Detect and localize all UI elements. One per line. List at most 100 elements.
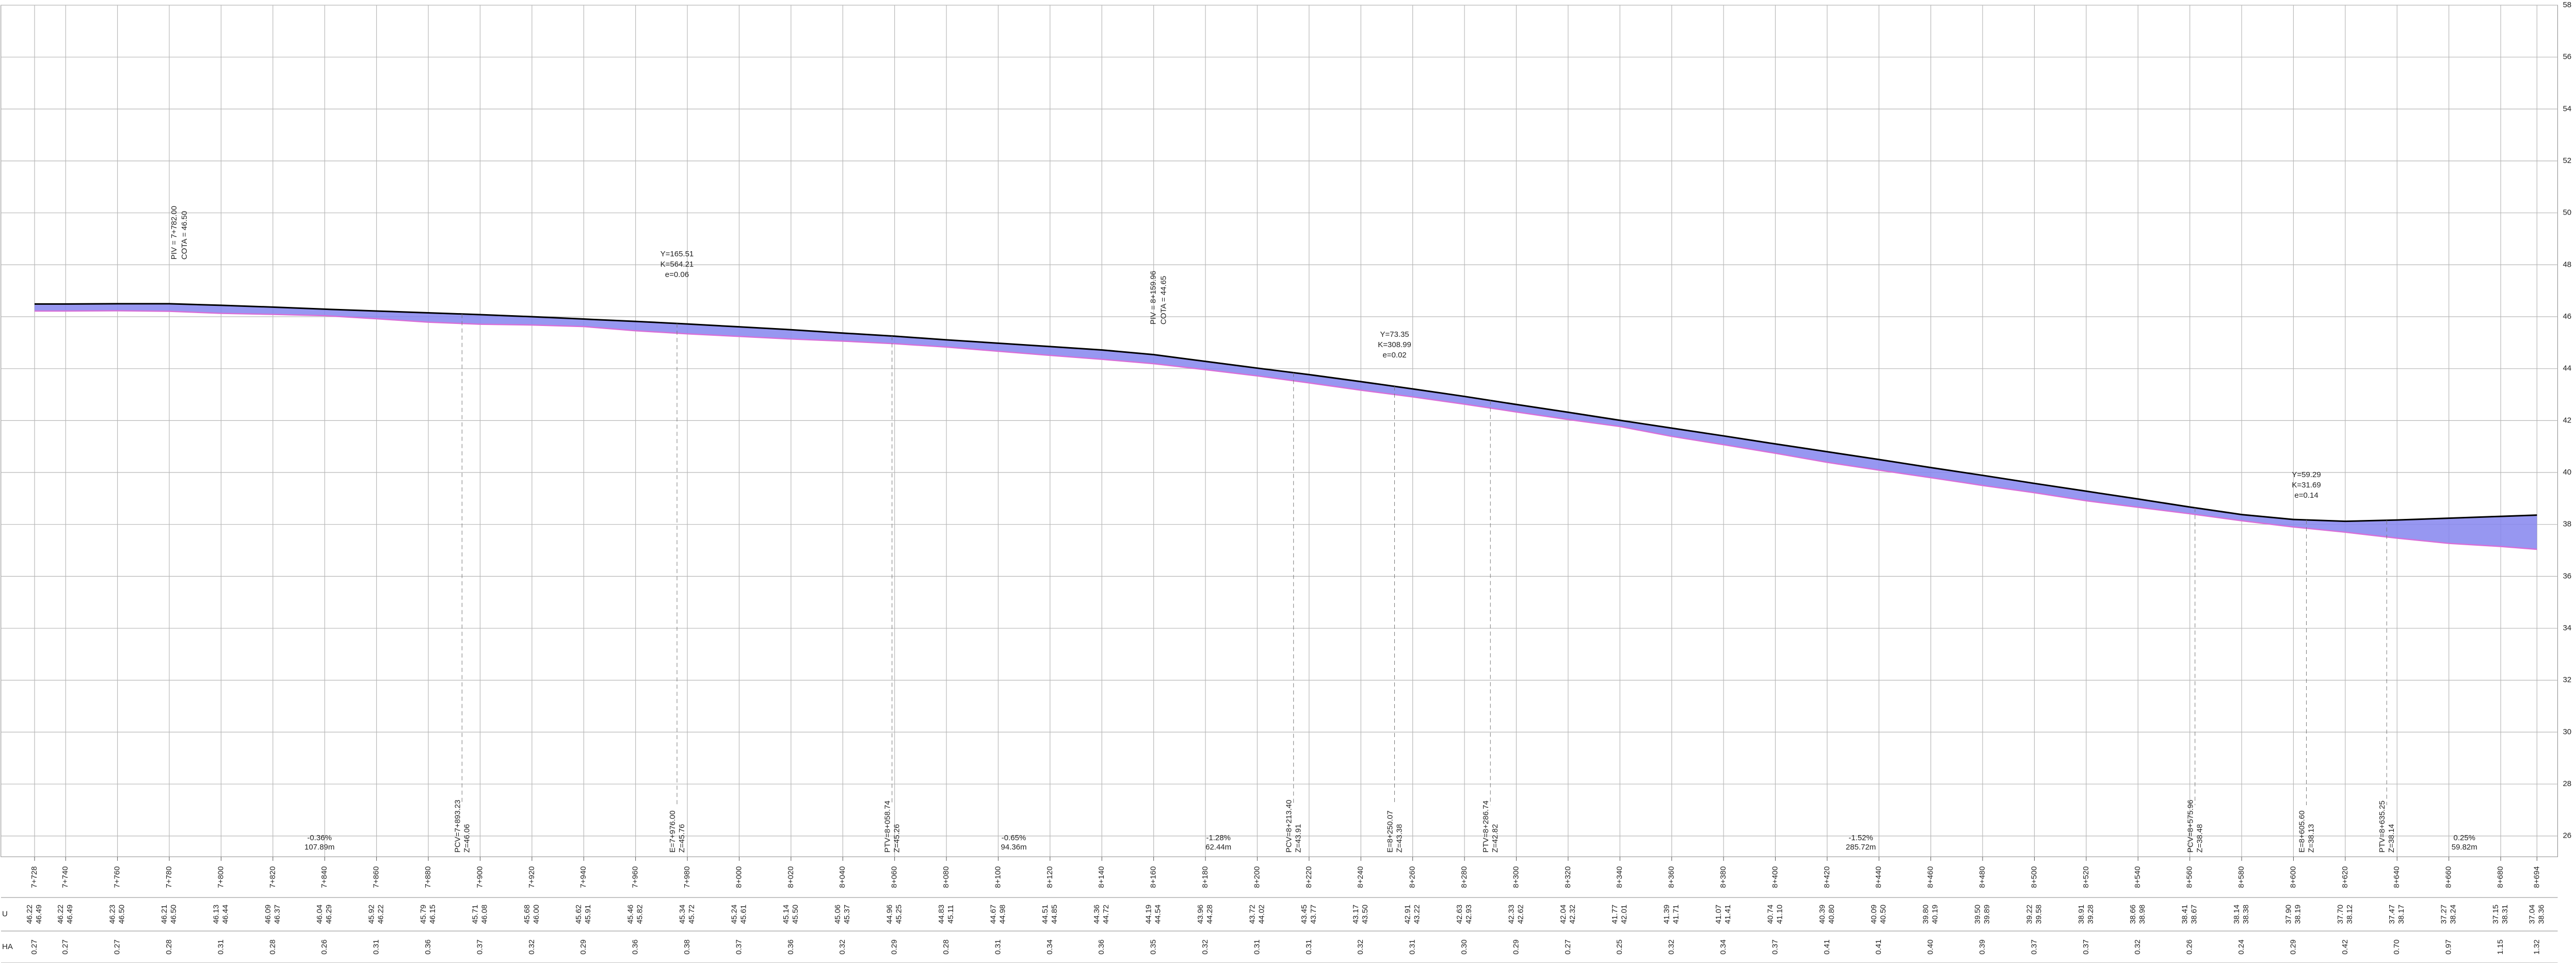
curve-label: e=0.14: [2294, 491, 2318, 500]
elevation-label: 39.50: [1973, 905, 1982, 924]
height-label: 0.31: [372, 939, 381, 954]
elevation-label: 39.58: [2034, 905, 2043, 924]
elevation-label: 45.11: [946, 905, 955, 923]
elevation-label: 39.89: [1983, 905, 1991, 924]
marker-label: PTV=8+635.25: [2378, 801, 2387, 853]
marker-label: E=8+605.60: [2298, 810, 2307, 853]
elevation-label: 44.19: [1145, 905, 1153, 924]
station-label: 7+860: [372, 866, 381, 888]
elevation-label: 37.90: [2284, 905, 2293, 924]
elevation-label: 46.29: [325, 905, 333, 924]
station-label: 8+660: [2444, 866, 2453, 888]
marker-label: Z=38.48: [2196, 824, 2204, 853]
height-label: 0.31: [1252, 939, 1261, 954]
station-label: 7+880: [424, 866, 432, 888]
height-label: 0.32: [527, 939, 536, 954]
piv-label: PIV = 8+159.96: [1149, 271, 1158, 324]
elevation-label: 38.38: [2242, 905, 2250, 924]
elevation-label: 37.04: [2527, 905, 2536, 924]
y-tick-label-right: 40: [2563, 468, 2571, 477]
elevation-label: 46.37: [273, 905, 282, 924]
curve-label: e=0.06: [665, 270, 689, 279]
height-label: 1.15: [2496, 939, 2505, 954]
elevation-label: 44.83: [937, 905, 946, 924]
height-label: 0.28: [165, 939, 173, 954]
height-label: 0.24: [2237, 939, 2246, 954]
height-label: 0.32: [838, 939, 847, 954]
marker-label: E=7+976.00: [668, 810, 677, 853]
elevation-label: 39.28: [2086, 905, 2095, 924]
marker-label: E=8+250.07: [1386, 810, 1394, 853]
grade-label: -0.36%: [307, 834, 332, 842]
station-label: 7+920: [527, 866, 536, 888]
station-label: 8+600: [2289, 866, 2297, 888]
height-label: 0.26: [2185, 939, 2194, 954]
station-label: 8+240: [1356, 866, 1365, 888]
elevation-label: 44.85: [1050, 905, 1059, 924]
terrain-line: [35, 310, 2537, 550]
curve-label: Y=165.51: [661, 250, 694, 258]
y-tick-label-right: 58: [2563, 1, 2571, 9]
piv-label: COTA = 44.65: [1160, 276, 1168, 324]
station-label: 8+680: [2496, 866, 2505, 888]
marker-label: Z=45.26: [893, 824, 901, 853]
elevation-label: 40.50: [1879, 905, 1888, 924]
grade-label: 62.44m: [1205, 843, 1231, 852]
station-label: 8+020: [786, 866, 795, 888]
elevation-label: 46.49: [35, 905, 43, 924]
grade-label: -1.52%: [1848, 834, 1873, 842]
marker-label: PTV=8+286.74: [1482, 801, 1490, 853]
elevation-label: 37.47: [2388, 905, 2396, 924]
elevation-label: 37.70: [2336, 905, 2345, 924]
height-label: 1.32: [2532, 939, 2541, 954]
elevation-label: 38.66: [2129, 905, 2137, 924]
elevation-label: 45.79: [419, 905, 428, 924]
elevation-label: 37.15: [2491, 905, 2500, 924]
elevation-label: 45.68: [523, 905, 532, 924]
height-label: 0.36: [1097, 939, 1106, 954]
height-label: 0.37: [1770, 939, 1779, 954]
height-label: 0.37: [734, 939, 743, 954]
height-label: 0.37: [2030, 939, 2038, 954]
station-label: 8+100: [993, 866, 1002, 888]
station-label: 8+060: [890, 866, 899, 888]
height-label: 0.38: [683, 939, 691, 954]
elevation-label: 42.63: [1455, 905, 1464, 924]
station-label: 7+740: [61, 866, 70, 888]
elevation-label: 38.67: [2190, 905, 2199, 924]
elevation-label: 44.72: [1102, 905, 1110, 924]
elevation-label: 42.32: [1568, 905, 1577, 924]
y-tick-label-right: 30: [2563, 727, 2571, 736]
elevation-label: 38.31: [2501, 905, 2509, 924]
station-label: 8+080: [942, 866, 951, 888]
height-label: 0.36: [631, 939, 640, 954]
y-tick-label-right: 42: [2563, 416, 2571, 425]
height-label: 0.70: [2392, 939, 2401, 954]
y-tick-label-right: 28: [2563, 779, 2571, 788]
elevation-label: 44.96: [886, 905, 894, 924]
height-label: 0.39: [1978, 939, 1987, 954]
curve-label: Y=59.29: [2292, 470, 2321, 479]
station-label: 8+140: [1097, 866, 1106, 888]
station-label: 8+440: [1874, 866, 1883, 888]
station-label: 8+500: [2030, 866, 2038, 888]
design-grade-line: [35, 303, 2537, 523]
station-label: 8+360: [1667, 866, 1676, 888]
marker-label: Z=45.76: [678, 824, 686, 853]
elevation-label: 45.72: [687, 905, 696, 924]
height-label: 0.29: [1511, 939, 1520, 954]
station-label: 8+400: [1770, 866, 1779, 888]
height-label: 0.30: [1460, 939, 1469, 954]
elevation-label: 38.41: [2181, 905, 2189, 924]
elevation-label: 45.61: [739, 905, 748, 924]
elevation-label: 46.08: [480, 905, 489, 924]
elevation-label: 40.80: [1827, 905, 1836, 924]
cut-fill-area: [35, 303, 2537, 550]
height-label: 0.34: [1719, 939, 1728, 954]
station-label: 8+160: [1149, 866, 1158, 888]
elevation-label: 45.34: [678, 905, 687, 924]
plot-frame: [1, 5, 2558, 857]
station-label: 7+960: [631, 866, 640, 888]
elevation-label: 45.37: [843, 905, 851, 924]
